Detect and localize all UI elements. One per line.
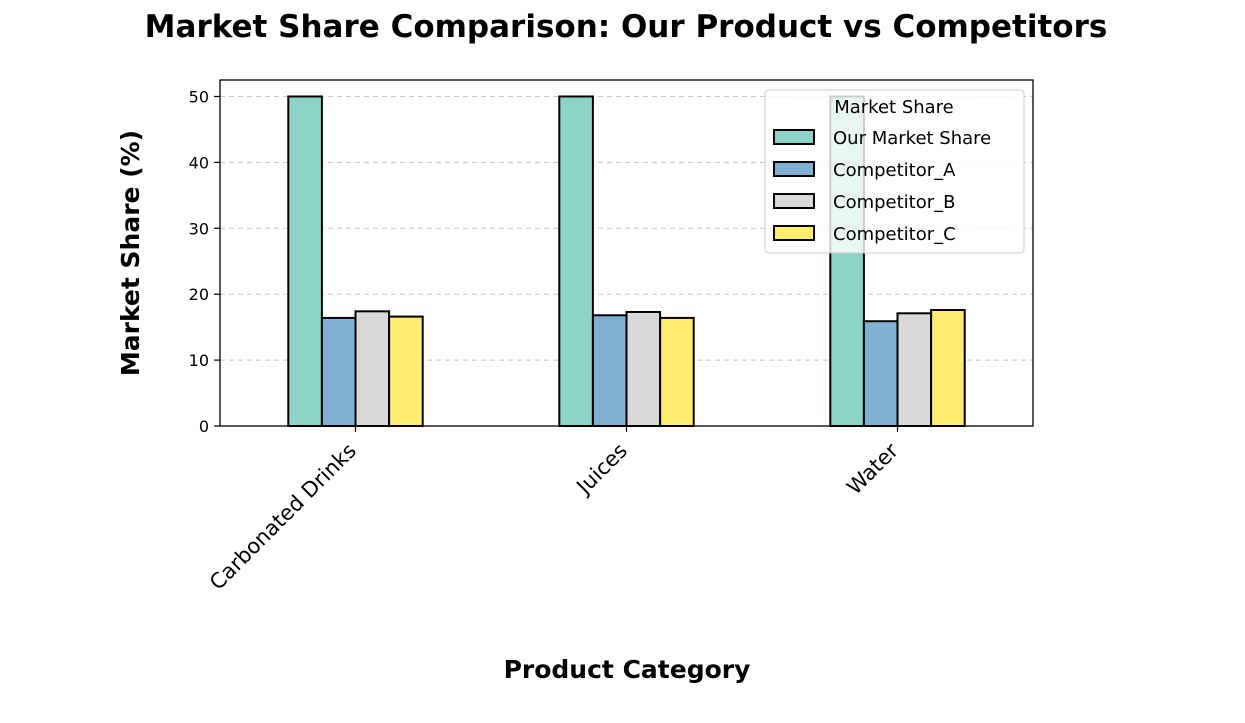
bar bbox=[896, 312, 933, 427]
x-axis-label: Product Category bbox=[504, 655, 751, 684]
y-tick-label: 20 bbox=[189, 285, 209, 304]
legend-swatch bbox=[773, 161, 815, 177]
legend: Market Share Our Market Share Competitor_… bbox=[764, 89, 1025, 254]
y-axis: 0 10 20 30 40 50 bbox=[189, 87, 220, 436]
y-tick-label: 40 bbox=[189, 153, 209, 172]
y-tick-label: 10 bbox=[189, 351, 209, 370]
bar bbox=[625, 310, 662, 428]
legend-label: Competitor_B bbox=[833, 192, 956, 213]
chart-title: Market Share Comparison: Our Product vs … bbox=[145, 9, 1108, 45]
x-tick-label: Water bbox=[842, 438, 903, 499]
legend-swatch bbox=[773, 193, 815, 209]
y-tick-label: 0 bbox=[199, 417, 209, 436]
bar bbox=[388, 315, 424, 427]
legend-title: Market Share bbox=[834, 97, 954, 118]
bar bbox=[930, 309, 966, 428]
legend-box bbox=[764, 89, 1025, 254]
y-tick-label: 30 bbox=[189, 219, 209, 238]
legend-swatch bbox=[773, 129, 815, 145]
bar bbox=[558, 95, 594, 427]
x-axis: Carbonated Drinks Juices Water bbox=[205, 426, 903, 595]
x-tick-label: Carbonated Drinks bbox=[205, 439, 361, 595]
bar bbox=[354, 310, 391, 427]
legend-label: Our Market Share bbox=[833, 128, 991, 149]
x-tick-label: Juices bbox=[571, 439, 632, 500]
legend-swatch bbox=[773, 225, 815, 241]
y-axis-label: Market Share (%) bbox=[116, 130, 145, 376]
legend-label: Competitor_A bbox=[833, 160, 956, 181]
bar bbox=[659, 316, 695, 428]
legend-label: Competitor_C bbox=[833, 224, 956, 245]
bar bbox=[320, 316, 357, 428]
bar bbox=[287, 95, 323, 427]
bar bbox=[591, 314, 628, 427]
bar bbox=[862, 320, 899, 427]
y-tick-label: 50 bbox=[189, 87, 209, 106]
